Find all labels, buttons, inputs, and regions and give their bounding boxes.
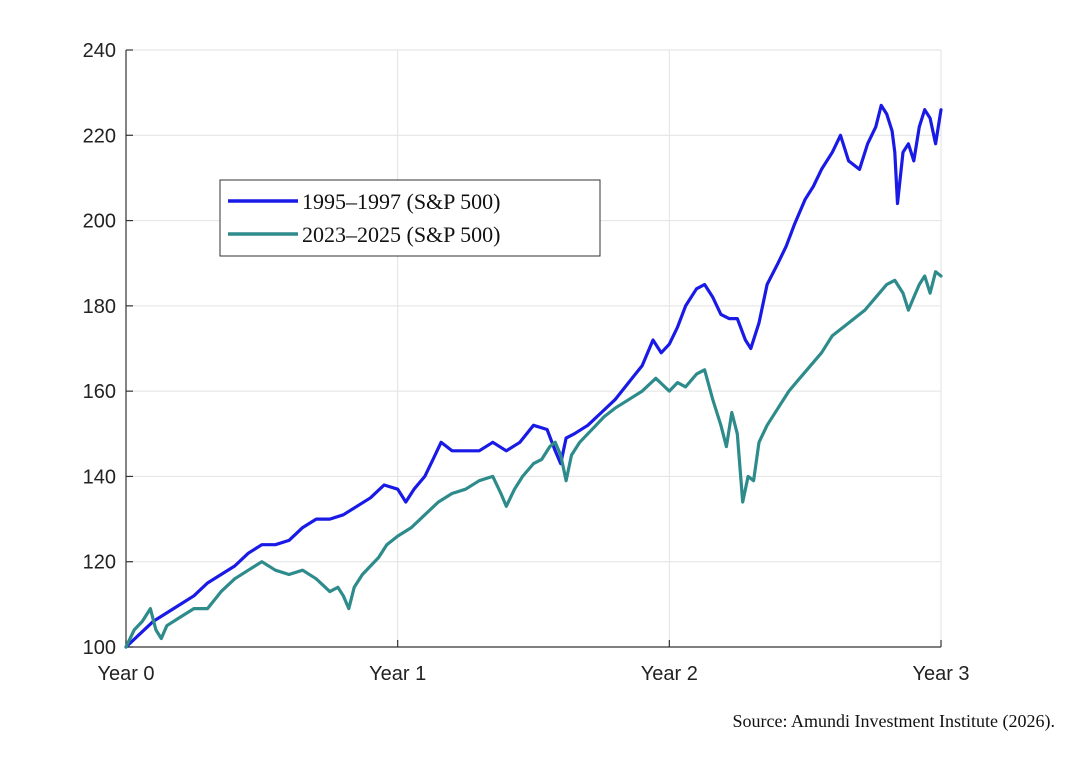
y-tick-label: 180 (83, 296, 116, 318)
series-line-2 (124, 270, 943, 649)
y-tick-label: 220 (83, 125, 116, 147)
legend-label: 2023–2025 (S&P 500) (302, 222, 500, 247)
axes: 100 120 140 160 180 200 220 240 Year 0 Year 1 Year… (83, 40, 970, 685)
x-tick-label: Year 3 (912, 663, 969, 685)
series-lines (124, 103, 943, 649)
y-tick-label: 140 (83, 466, 116, 488)
legend: 1995–1997 (S&P 500) 2023–2025 (S&P 500) (219, 179, 601, 257)
legend-box (219, 179, 601, 257)
x-tick-label: Year 0 (97, 663, 154, 685)
grid-lines (126, 49, 942, 647)
y-tick-label: 240 (83, 40, 116, 62)
legend-label: 1995–1997 (S&P 500) (302, 189, 500, 214)
x-tick-label: Year 1 (369, 663, 426, 685)
y-tick-label: 160 (83, 381, 116, 403)
y-tick-label: 200 (83, 211, 116, 233)
series-line-1 (124, 103, 943, 649)
y-tick-label: 100 (83, 637, 116, 659)
y-tick-label: 120 (83, 552, 116, 574)
x-tick-label: Year 2 (641, 663, 698, 685)
source-note: Source: Amundi Investment Institute (202… (733, 711, 1055, 732)
